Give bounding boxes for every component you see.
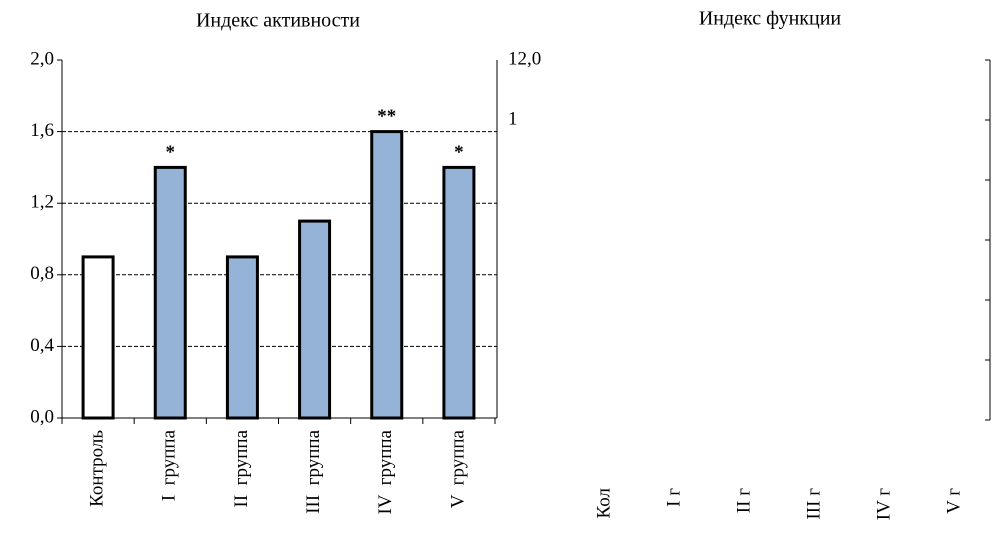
bar: [225, 255, 259, 420]
y-tick-label: 2,0: [30, 48, 54, 69]
axis-fragment: 1: [508, 108, 518, 129]
bar: [81, 255, 115, 420]
bar: [153, 165, 187, 420]
x-tick-label: I группа: [159, 429, 180, 501]
chart-title: Индекс функции: [699, 8, 842, 30]
x-tick-label: III группа: [303, 429, 324, 513]
y-tick-label: 0,0: [30, 406, 54, 427]
x-tick-label: II г: [733, 488, 754, 513]
x-tick-label: III г: [803, 488, 824, 520]
significance-mark: **: [377, 106, 396, 127]
x-tick-label: IV г: [873, 488, 894, 520]
y-tick-label: 1,2: [30, 192, 54, 213]
chart-title: Индекс активности: [196, 10, 360, 32]
x-tick-label: Кол: [593, 487, 614, 518]
y-tick-label: 1,6: [30, 120, 54, 141]
bar: [442, 165, 476, 420]
x-tick-label: Контроль: [86, 430, 107, 507]
x-tick-label: IV группа: [375, 429, 396, 514]
x-tick-label: V г: [943, 488, 964, 514]
axis-fragment: 12,0: [508, 48, 541, 69]
y-tick-label: 0,4: [30, 335, 54, 356]
significance-mark: *: [454, 142, 464, 163]
y-tick-label: 0,8: [30, 263, 54, 284]
bar: [298, 219, 332, 420]
x-tick-label: I г: [663, 488, 684, 507]
bar: [370, 130, 404, 420]
significance-mark: *: [166, 142, 176, 163]
x-tick-label: V группа: [447, 429, 468, 508]
x-tick-label: II группа: [231, 429, 252, 507]
